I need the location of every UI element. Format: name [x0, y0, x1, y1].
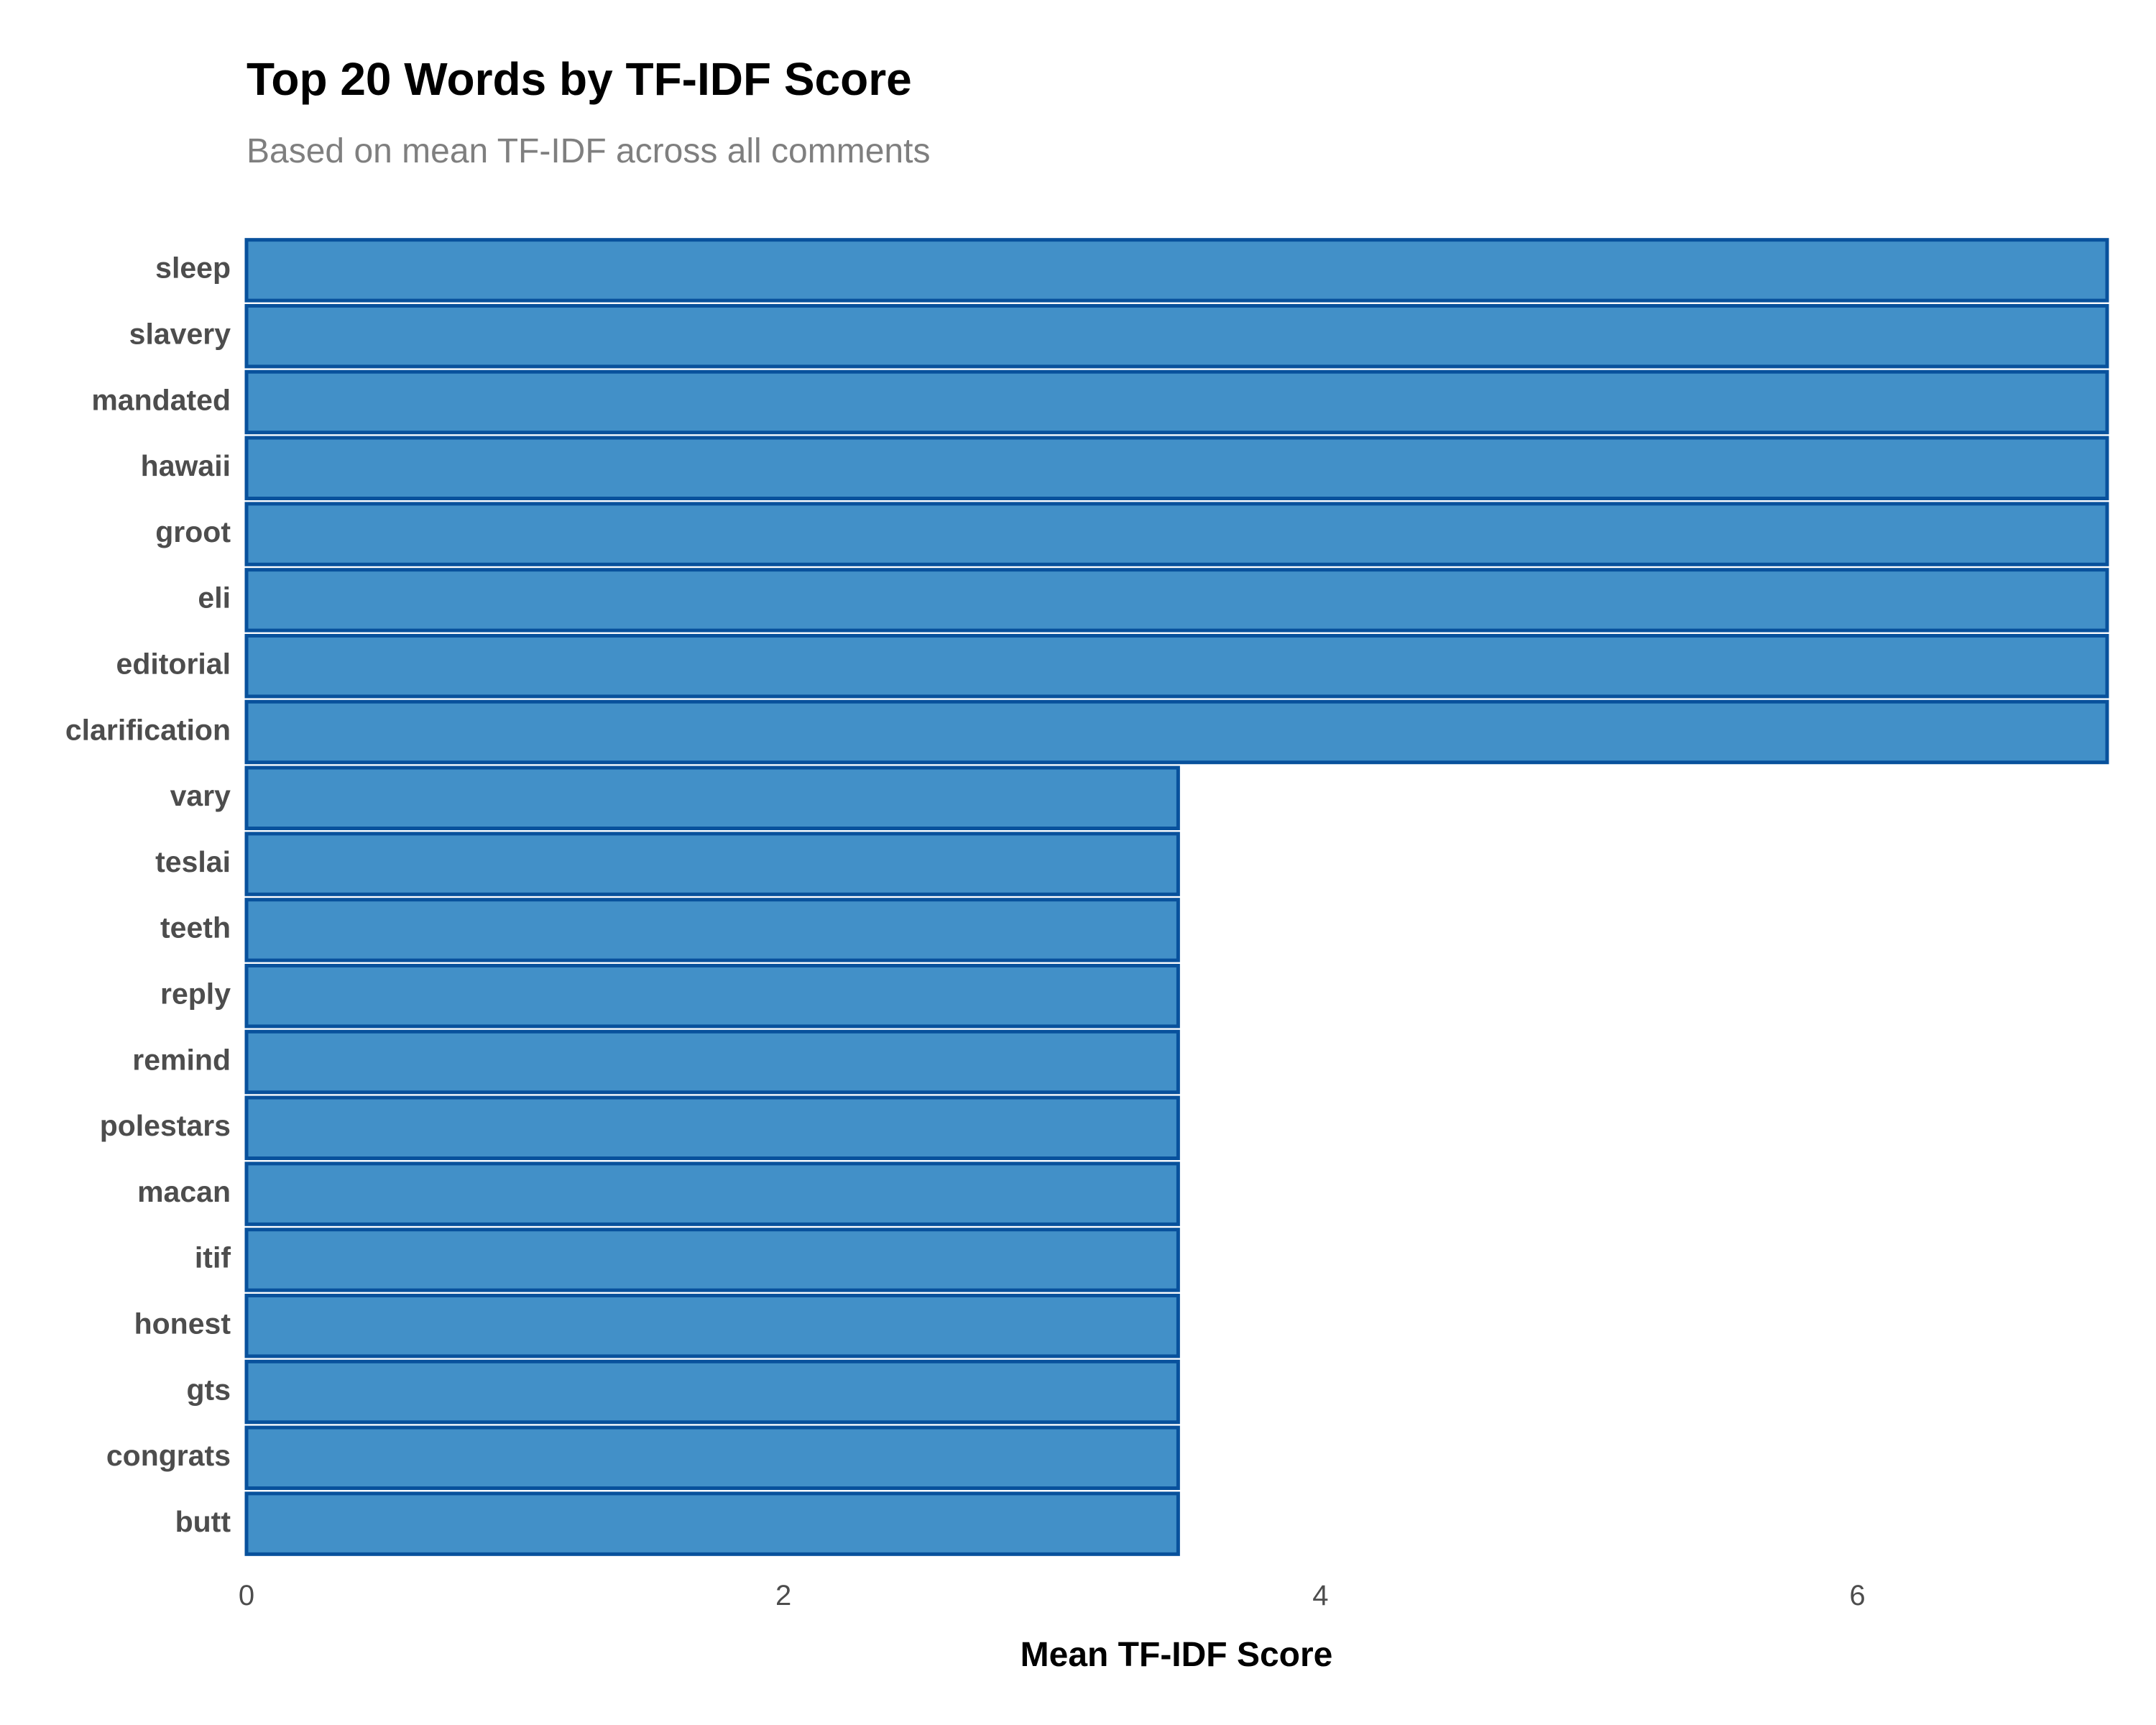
bars-group [244, 238, 2109, 1556]
y-tick-label-hawaii: hawaii [141, 449, 231, 482]
y-tick-label-polestars: polestars [100, 1109, 231, 1142]
bar-butt [244, 1491, 1180, 1556]
bar-sleep [244, 238, 2109, 303]
bar-clarification [244, 699, 2109, 765]
y-tick-label-editorial: editorial [116, 648, 231, 681]
bar-reply [244, 963, 1180, 1029]
bar-teeth [244, 898, 1180, 962]
x-tick-label-6: 6 [1849, 1580, 1865, 1611]
y-tick-label-itif: itif [195, 1241, 231, 1274]
bar-groot [244, 502, 2109, 566]
x-tick-label-0: 0 [239, 1580, 254, 1611]
y-tick-label-teslai: teslai [155, 845, 231, 878]
chart-subtitle: Based on mean TF-IDF across all comments [247, 132, 930, 170]
y-tick-label-gts: gts [187, 1373, 231, 1406]
bar-itif [244, 1228, 1180, 1292]
y-tick-label-eli: eli [198, 581, 231, 615]
y-tick-label-macan: macan [137, 1175, 231, 1208]
chart-title: Top 20 Words by TF-IDF Score [247, 53, 912, 105]
bar-editorial [244, 633, 2109, 699]
y-tick-label-remind: remind [132, 1043, 231, 1076]
x-axis-label: Mean TF-IDF Score [1021, 1636, 1333, 1674]
bar-mandated [244, 369, 2109, 435]
y-tick-label-butt: butt [175, 1505, 231, 1538]
bar-polestars [244, 1095, 1180, 1161]
bar-teslai [244, 832, 1180, 896]
y-tick-label-honest: honest [134, 1307, 231, 1340]
x-axis-tick-labels: 0 2 4 6 [239, 1580, 1866, 1611]
y-tick-label-sleep: sleep [155, 252, 231, 285]
bar-honest [244, 1293, 1180, 1358]
bar-macan [244, 1162, 1180, 1226]
bar-remind [244, 1029, 1180, 1095]
bar-gts [244, 1359, 1180, 1425]
bar-hawaii [244, 436, 2109, 501]
x-tick-label-2: 2 [775, 1580, 791, 1611]
y-tick-label-teeth: teeth [160, 911, 231, 944]
y-tick-label-reply: reply [160, 978, 231, 1011]
y-tick-label-vary: vary [170, 779, 231, 812]
x-tick-label-4: 4 [1312, 1580, 1328, 1611]
y-tick-label-clarification: clarification [65, 713, 231, 746]
bar-vary [244, 765, 1180, 831]
y-tick-label-congrats: congrats [106, 1439, 231, 1472]
y-tick-label-groot: groot [155, 515, 231, 548]
y-tick-label-slavery: slavery [129, 318, 231, 351]
y-axis-tick-labels: sleep slavery mandated hawaii groot eli editor… [65, 252, 231, 1538]
bar-congrats [244, 1425, 1180, 1491]
bar-slavery [244, 303, 2109, 369]
y-tick-label-mandated: mandated [91, 383, 231, 416]
bar-eli [244, 568, 2109, 632]
